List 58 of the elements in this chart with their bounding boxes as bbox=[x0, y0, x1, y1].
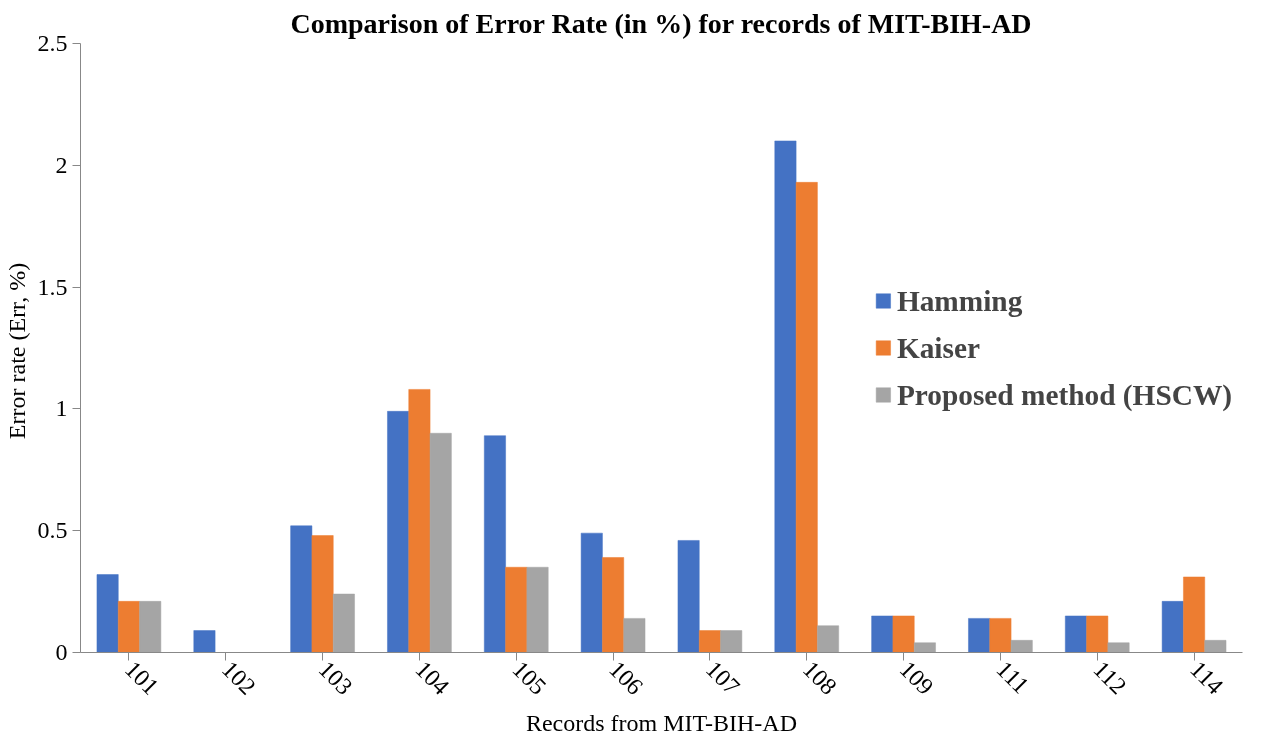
x-axis-title: Records from MIT-BIH-AD bbox=[525, 709, 798, 736]
bar bbox=[387, 411, 410, 653]
bar bbox=[526, 566, 549, 653]
x-tick-label: 109 bbox=[894, 655, 939, 700]
bar bbox=[408, 389, 431, 653]
bar bbox=[1161, 601, 1184, 653]
bar bbox=[118, 601, 140, 653]
legend-label: Kaiser bbox=[896, 331, 980, 364]
bar bbox=[892, 615, 915, 653]
bar bbox=[1010, 640, 1033, 653]
bar bbox=[193, 630, 216, 653]
x-tick-label: 102 bbox=[216, 655, 261, 700]
x-tick-label: 103 bbox=[313, 655, 358, 700]
x-tick-label: 107 bbox=[701, 655, 745, 700]
x-tick-label: 114 bbox=[1185, 655, 1229, 700]
bar bbox=[989, 618, 1012, 653]
bar bbox=[332, 593, 355, 653]
x-tick-label: 105 bbox=[507, 655, 552, 700]
bar bbox=[484, 435, 506, 653]
bar bbox=[623, 618, 646, 653]
y-tick-label: 2 bbox=[55, 151, 68, 178]
bar bbox=[871, 615, 894, 653]
bar bbox=[968, 618, 991, 653]
y-tick-label: 1.5 bbox=[37, 273, 68, 300]
legend-label: Hamming bbox=[896, 284, 1023, 317]
bar bbox=[774, 140, 797, 653]
bar bbox=[817, 625, 839, 653]
bar bbox=[139, 601, 162, 653]
bar bbox=[677, 540, 700, 653]
bar bbox=[580, 532, 603, 653]
x-tick-label: 106 bbox=[604, 655, 649, 700]
bar bbox=[290, 525, 313, 653]
bar bbox=[913, 642, 936, 653]
bar bbox=[1086, 615, 1109, 653]
bar bbox=[311, 535, 334, 653]
bar bbox=[720, 630, 743, 653]
y-axis-title: Error rate (Err, %) bbox=[3, 262, 30, 440]
bar bbox=[505, 566, 528, 653]
x-tick-label: 111 bbox=[991, 655, 1035, 699]
bar bbox=[795, 182, 818, 653]
x-tick-label: 108 bbox=[797, 655, 842, 700]
y-tick-label: 1 bbox=[55, 395, 68, 422]
chart-title: Comparison of Error Rate (in %) for records of MIT-BIH-AD bbox=[290, 7, 1032, 39]
bar bbox=[1065, 615, 1087, 653]
x-tick-label: 112 bbox=[1088, 655, 1132, 700]
bar bbox=[1183, 576, 1205, 653]
bar bbox=[602, 557, 624, 653]
bar bbox=[96, 574, 119, 653]
bar bbox=[429, 433, 452, 653]
bar bbox=[1107, 642, 1130, 653]
x-tick-label: 104 bbox=[410, 655, 455, 700]
y-tick-label: 2.5 bbox=[37, 30, 68, 56]
legend-label: Proposed method (HSCW) bbox=[896, 378, 1232, 411]
bar bbox=[699, 630, 721, 653]
x-tick-label: 101 bbox=[120, 655, 164, 700]
y-tick-label: 0.5 bbox=[37, 517, 68, 544]
bar bbox=[1204, 640, 1227, 653]
y-tick-label: 0 bbox=[55, 639, 68, 665]
